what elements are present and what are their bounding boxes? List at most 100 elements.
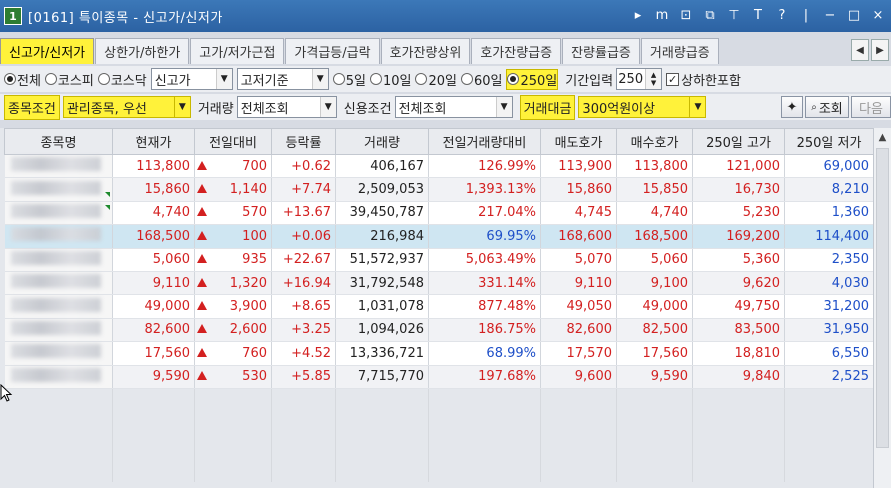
- price-cell: 15,860: [112, 177, 195, 202]
- credit-select[interactable]: 전체조회 ▼: [394, 96, 513, 118]
- period-radio-5[interactable]: 250일: [506, 68, 559, 90]
- table-row[interactable]: 49,000 3,900 +8.65 1,031,078 877.48% 49,050 49…: [4, 294, 874, 319]
- amount-select[interactable]: 300억원이상 ▼: [578, 96, 707, 118]
- vol_ratio-cell: 69.95%: [428, 224, 541, 249]
- basis-select[interactable]: 고저기준 ▼: [236, 68, 329, 90]
- copy-icon[interactable]: ⧉: [705, 7, 715, 23]
- filter-row-1: 전체 코스피 코스닥 신고가 ▼ 고저기준 ▼ 5일 10일 20일 60일 250일 기간…: [0, 66, 891, 92]
- table-row[interactable]: 9,590 530 +5.85 7,715,770 197.68% 9,600 9,590 9…: [4, 365, 874, 389]
- change-cell: 570: [194, 201, 272, 226]
- stock-name-redacted: [10, 157, 101, 172]
- column-header-1[interactable]: 종목명: [4, 128, 113, 155]
- stock-name-cell[interactable]: [4, 318, 113, 343]
- minimize-icon[interactable]: −: [824, 7, 836, 23]
- close-icon[interactable]: ×: [872, 7, 884, 23]
- empty-cell: [616, 411, 693, 436]
- period-radio-2[interactable]: 10일: [369, 69, 412, 90]
- stock-name-cell[interactable]: [4, 365, 113, 389]
- mouse-cursor-icon: [0, 384, 13, 402]
- period-radio-3[interactable]: 20일: [415, 69, 457, 90]
- include-limit-checkbox[interactable]: ✓: [666, 72, 680, 86]
- column-header-6[interactable]: 전일거래량대비: [428, 128, 541, 155]
- change-cell: 760: [194, 341, 272, 366]
- stock-condition-select[interactable]: 관리종목, 우선 ▼: [62, 96, 191, 118]
- table-row[interactable]: 5,060 935 +22.67 51,572,937 5,063.49% 5,070 5,…: [4, 248, 874, 272]
- scroll-up-icon[interactable]: ▲: [878, 131, 887, 143]
- vertical-scrollbar[interactable]: ▲: [873, 128, 891, 488]
- stock-name-cell[interactable]: [4, 341, 113, 366]
- volume-cell: 13,336,721: [335, 341, 429, 366]
- column-header-5[interactable]: 거래량: [335, 128, 429, 155]
- column-header-3[interactable]: 전일대비: [194, 128, 272, 155]
- table-row[interactable]: 15,860 1,140 +7.74 2,509,053 1,393.13% 15,860…: [4, 177, 874, 202]
- flag-icon: [105, 205, 110, 211]
- change-value: 3,900: [229, 299, 267, 315]
- tab-1[interactable]: 신고가/신저가: [0, 38, 95, 64]
- stock-name-cell[interactable]: [4, 271, 113, 296]
- stock-name-cell[interactable]: [4, 154, 113, 179]
- change-cell: 2,600: [194, 318, 272, 343]
- table-row[interactable]: 82,600 2,600 +3.25 1,094,026 186.75% 82,600 82…: [4, 318, 874, 343]
- column-header-9[interactable]: 250일 고가: [692, 128, 785, 155]
- tab-4[interactable]: 가격급등/급락: [285, 38, 380, 64]
- column-header-4[interactable]: 등락률: [271, 128, 336, 155]
- bid-cell: 15,850: [616, 177, 693, 202]
- stock-name-cell[interactable]: [4, 177, 113, 202]
- market-radio-1[interactable]: 전체: [4, 70, 41, 89]
- tab-prev-icon[interactable]: ◀: [851, 39, 869, 61]
- table-row[interactable]: 4,740 570 +13.67 39,450,787 217.04% 4,745 4,74…: [4, 201, 874, 226]
- table-row[interactable]: 17,560 760 +4.52 13,336,721 68.99% 17,570 17,5…: [4, 341, 874, 366]
- tab-list: 신고가/신저가 상한가/하한가 고가/저가근접 가격급등/급락 호가잔량상위 호가잔량급증…: [0, 38, 720, 64]
- screen-icon[interactable]: ⊡: [680, 7, 692, 23]
- column-header-2[interactable]: 현재가: [112, 128, 195, 155]
- volume-select[interactable]: 전체조회 ▼: [236, 96, 337, 118]
- tab-2[interactable]: 상한가/하한가: [95, 38, 190, 64]
- empty-cell: [194, 458, 272, 482]
- empty-cell: [194, 388, 272, 412]
- column-header-8[interactable]: 매수호가: [616, 128, 693, 155]
- market-radio-3[interactable]: 코스닥: [97, 70, 147, 89]
- ask-cell: 9,110: [540, 271, 617, 296]
- help-icon[interactable]: ?: [778, 7, 786, 23]
- tab-next-icon[interactable]: ▶: [871, 39, 889, 61]
- period-stepper[interactable]: 250 ▲ ▼: [616, 68, 663, 90]
- stock-name-cell[interactable]: [4, 201, 113, 226]
- empty-cell: [271, 458, 336, 482]
- arrow-right-icon[interactable]: ▸: [634, 7, 642, 23]
- period-radio-2-label: 10일: [382, 73, 412, 89]
- table-row[interactable]: 168,500 100 +0.06 216,984 69.95% 168,600 168,5…: [4, 224, 874, 249]
- tab-7[interactable]: 잔량률급증: [562, 38, 640, 64]
- stock-name-cell[interactable]: [4, 248, 113, 272]
- tab-5[interactable]: 호가잔량상위: [380, 38, 471, 64]
- settings-button[interactable]: ✦: [781, 96, 803, 118]
- ask-cell: 113,900: [540, 154, 617, 179]
- column-header-10[interactable]: 250일 저가: [784, 128, 874, 155]
- stock-name-cell[interactable]: [4, 224, 113, 249]
- tab-6[interactable]: 호가잔량급증: [471, 38, 562, 64]
- table-row[interactable]: 113,800 700 +0.62 406,167 126.99% 113,900 113,…: [4, 154, 874, 179]
- tab-8[interactable]: 거래량급증: [640, 38, 719, 64]
- scroll-thumb[interactable]: [876, 148, 889, 448]
- font-icon[interactable]: T: [754, 7, 762, 23]
- ask-cell: 49,050: [540, 294, 617, 319]
- stepper-icon[interactable]: ▲ ▼: [645, 69, 662, 89]
- next-button[interactable]: 다음: [851, 96, 891, 118]
- stock-name-cell[interactable]: [4, 294, 113, 319]
- table-row[interactable]: 9,110 1,320 +16.94 31,792,548 331.14% 9,110 9,…: [4, 271, 874, 296]
- maximize-icon[interactable]: □: [847, 7, 861, 23]
- memo-icon[interactable]: m: [655, 7, 669, 23]
- column-header-7[interactable]: 매도호가: [540, 128, 617, 155]
- up-triangle-icon: [197, 301, 207, 311]
- search-button[interactable]: ⌕ 조회: [805, 96, 849, 118]
- change-value: 700: [242, 158, 267, 174]
- empty-cell: [616, 458, 693, 482]
- change-cell: 530: [194, 365, 272, 389]
- pin-icon[interactable]: ⊤: [728, 7, 740, 23]
- period-radio-1[interactable]: 5일: [332, 69, 366, 90]
- up-triangle-icon: [197, 324, 207, 334]
- tab-3[interactable]: 고가/저가근접: [190, 38, 285, 64]
- type-select[interactable]: 신고가 ▼: [150, 68, 233, 90]
- empty-cell: [4, 411, 113, 436]
- period-radio-4[interactable]: 60일: [460, 69, 502, 90]
- market-radio-2[interactable]: 코스피: [44, 70, 94, 89]
